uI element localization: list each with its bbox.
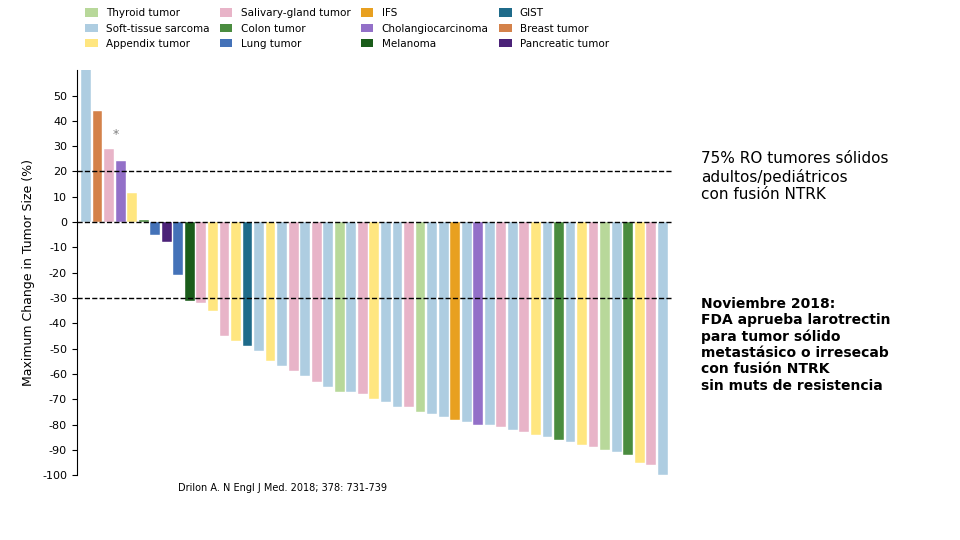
Bar <box>508 222 517 430</box>
Bar <box>416 222 425 412</box>
Bar <box>370 222 379 399</box>
Bar <box>324 222 333 387</box>
Text: 75% RO tumores sólidos
adultos/pediátricos
con fusión NTRK: 75% RO tumores sólidos adultos/pediátric… <box>701 151 888 202</box>
Bar <box>485 222 494 424</box>
Text: Noviembre 2018:
FDA aprueba larotrectin
para tumor sólido
metastásico o irreseca: Noviembre 2018: FDA aprueba larotrectin … <box>701 297 890 393</box>
Bar <box>381 222 391 402</box>
Bar <box>427 222 437 415</box>
Bar <box>635 222 644 463</box>
Bar <box>577 222 587 445</box>
Bar <box>519 222 529 432</box>
Bar <box>462 222 471 422</box>
Bar <box>439 222 448 417</box>
Text: *: * <box>113 128 119 141</box>
Bar <box>393 222 402 407</box>
Bar <box>646 222 656 465</box>
Bar <box>289 222 299 372</box>
Bar <box>358 222 368 394</box>
Bar <box>588 222 598 447</box>
Bar <box>542 222 552 437</box>
Bar <box>335 222 345 392</box>
Bar <box>128 193 137 222</box>
Bar <box>174 222 183 275</box>
Bar <box>208 222 218 310</box>
Bar <box>347 222 356 392</box>
Bar <box>554 222 564 440</box>
Bar <box>312 222 322 382</box>
Bar <box>266 222 276 361</box>
Bar <box>450 222 460 420</box>
Bar <box>612 222 621 453</box>
Bar <box>277 222 287 366</box>
Bar <box>565 222 575 442</box>
Bar <box>473 222 483 424</box>
Bar <box>300 222 310 376</box>
Bar <box>496 222 506 427</box>
Bar <box>116 161 126 222</box>
Bar <box>162 222 172 242</box>
Bar <box>231 222 241 341</box>
Y-axis label: Maximum Change in Tumor Size (%): Maximum Change in Tumor Size (%) <box>22 159 36 386</box>
Bar <box>105 148 114 222</box>
Bar <box>243 222 252 346</box>
Bar <box>404 222 414 407</box>
Bar <box>139 220 149 222</box>
Bar <box>600 222 610 450</box>
Legend: Thyroid tumor, Soft-tissue sarcoma, Appendix tumor, Salivary-gland tumor, Colon : Thyroid tumor, Soft-tissue sarcoma, Appe… <box>82 5 612 52</box>
Bar <box>197 222 206 303</box>
Bar <box>658 222 667 475</box>
Bar <box>93 111 103 222</box>
Bar <box>254 222 264 351</box>
Bar <box>185 222 195 301</box>
Bar <box>151 222 160 235</box>
Bar <box>82 0 91 222</box>
Text: Drilon A. N Engl J Med. 2018; 378: 731-739: Drilon A. N Engl J Med. 2018; 378: 731-7… <box>179 483 387 493</box>
Bar <box>531 222 540 435</box>
Bar <box>220 222 229 336</box>
Bar <box>623 222 633 455</box>
